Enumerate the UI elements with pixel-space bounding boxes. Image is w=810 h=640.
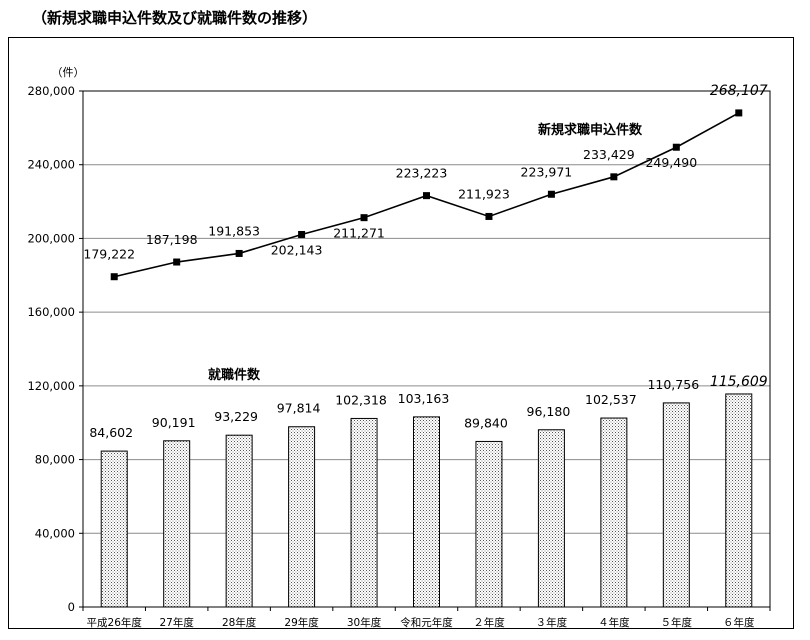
line-data-label: 187,198 [146, 232, 198, 247]
line-marker [423, 192, 430, 200]
line-data-label: 211,271 [333, 226, 385, 241]
y-tick-label: 160,000 [27, 305, 75, 319]
bar-data-label: 90,191 [152, 415, 196, 430]
y-tick-label: 40,000 [35, 526, 75, 540]
line-marker [672, 143, 680, 151]
line-marker [110, 273, 118, 281]
data-labels: 179,222 187,198 191,853 202,143 211,271 223,2… [83, 83, 767, 440]
bar-data-label: 103,163 [398, 391, 450, 406]
x-tick-label: 令和元年度 [400, 616, 453, 629]
bar [475, 440, 503, 608]
y-tick-label: 200,000 [27, 231, 75, 245]
bar-data-label: 93,229 [214, 409, 258, 424]
y-axis-unit: （件） [52, 66, 85, 79]
y-tick-label: 80,000 [35, 453, 75, 467]
bar [725, 393, 753, 608]
x-tick-label: ３年度 [536, 616, 568, 629]
bar [288, 426, 316, 608]
bar-data-label: 89,840 [464, 415, 508, 430]
x-tick-label: ２年度 [473, 616, 505, 629]
line-data-label: 211,923 [458, 186, 510, 201]
line-data-label: 191,853 [208, 223, 260, 238]
x-tick-label: 27年度 [159, 616, 194, 629]
line-marker [547, 190, 555, 198]
y-tick-label: 280,000 [27, 84, 75, 98]
bar [413, 416, 440, 608]
chart-frame [8, 37, 794, 629]
line-marker [735, 109, 743, 117]
y-tick-label: 0 [68, 600, 75, 614]
bar [225, 434, 253, 608]
line-data-label: 223,223 [396, 166, 448, 181]
series-label-bar: 就職件数 [208, 367, 261, 383]
page-title: （新規求職申込件数及び就職件数の推移） [32, 9, 318, 27]
x-tick-label: ４年度 [598, 616, 630, 629]
line-marker [235, 249, 243, 257]
line-data-label: 179,222 [83, 247, 135, 262]
bar [662, 402, 690, 608]
line-data-label: 233,429 [583, 147, 635, 162]
x-tick-label: 平成26年度 [87, 616, 143, 629]
bar-data-label: 102,537 [585, 392, 637, 407]
axes: 0 40,000 80,000 120,000 160,000 200,000 240,00… [27, 66, 771, 629]
line-marker [360, 214, 368, 222]
bar-data-label: 97,814 [277, 401, 321, 416]
line-marker [485, 212, 493, 220]
y-tick-label: 120,000 [27, 379, 75, 393]
x-tick-label: 29年度 [284, 616, 319, 629]
x-tick-label: ６年度 [723, 616, 755, 629]
line-marker [173, 258, 181, 266]
line-series [110, 109, 743, 281]
y-tick-label: 240,000 [27, 158, 75, 172]
bar [350, 417, 378, 608]
bar [100, 450, 128, 608]
x-tick-label: ５年度 [661, 616, 693, 629]
line-marker [298, 230, 306, 238]
bar-series [100, 393, 753, 608]
bar-data-label: 96,180 [527, 404, 571, 419]
bar [163, 440, 191, 608]
bar-data-label: 115,609 [710, 374, 768, 390]
line-data-label: 223,971 [521, 164, 573, 179]
bar-data-label: 84,602 [89, 425, 133, 440]
bar-data-label: 102,318 [335, 392, 387, 407]
line-data-label: 249,490 [645, 155, 697, 170]
x-tick-label: 30年度 [347, 616, 382, 629]
line-data-label: 202,143 [271, 242, 323, 257]
line-data-label: 268,107 [710, 83, 768, 99]
bar [537, 429, 565, 608]
series-label-line: 新規求職申込件数 [538, 122, 643, 138]
line-marker [610, 173, 618, 181]
x-tick-label: 28年度 [222, 616, 257, 629]
plot-area [82, 90, 771, 608]
bar [600, 417, 628, 608]
bar-data-label: 110,756 [647, 377, 699, 392]
